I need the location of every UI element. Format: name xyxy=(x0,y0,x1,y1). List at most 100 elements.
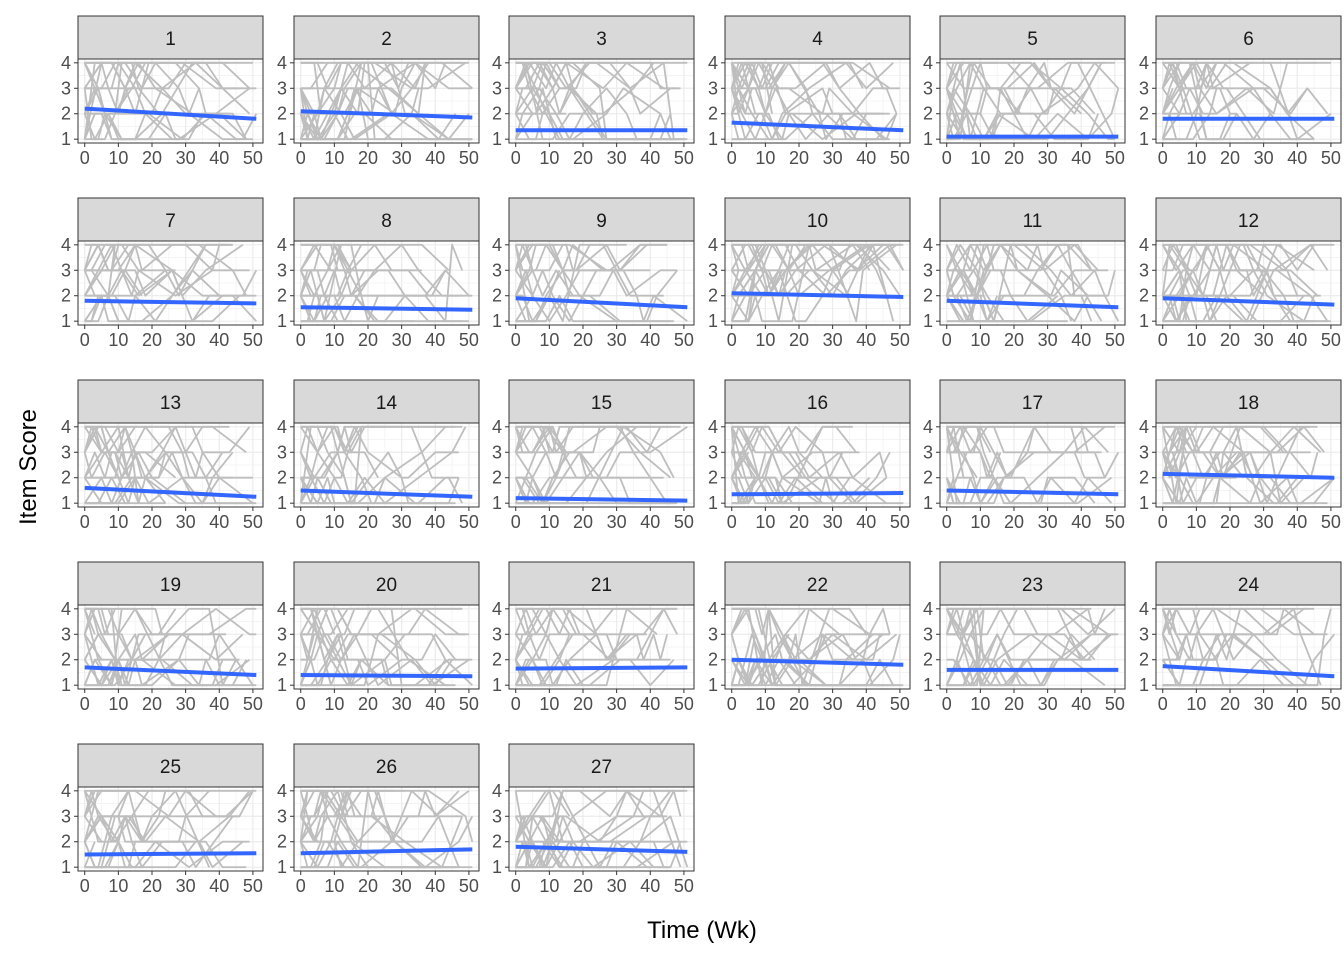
x-tick-label: 50 xyxy=(1321,512,1341,532)
panel-border xyxy=(293,58,480,144)
y-tick-label: 1 xyxy=(492,857,502,877)
individual-line xyxy=(945,244,975,297)
y-tick-label: 2 xyxy=(277,104,287,124)
individual-line xyxy=(945,61,1096,115)
individual-lines xyxy=(83,607,257,687)
x-tick-label: 30 xyxy=(176,330,196,350)
x-tick-label: 10 xyxy=(324,876,344,896)
y-tick-label: 3 xyxy=(277,442,287,462)
y-tick-label: 2 xyxy=(1139,286,1149,306)
trend-line xyxy=(300,673,473,679)
individual-line xyxy=(84,269,258,323)
individual-line xyxy=(300,789,474,843)
y-tick-label: 3 xyxy=(61,806,71,826)
x-tick-label: 10 xyxy=(755,512,775,532)
facet-label: 26 xyxy=(376,757,397,778)
x-tick-label: 10 xyxy=(539,512,559,532)
y-tick-label: 1 xyxy=(492,311,502,331)
x-tick-label: 40 xyxy=(209,148,229,168)
y-tick-label: 4 xyxy=(708,599,718,619)
individual-line xyxy=(515,789,571,817)
individual-line xyxy=(515,607,675,687)
individual-line xyxy=(515,451,671,505)
panel-border xyxy=(724,240,911,326)
x-tick-label: 0 xyxy=(1158,694,1168,714)
x-tick-label: 20 xyxy=(142,330,162,350)
trend-line xyxy=(731,291,904,299)
x-tick-label: 50 xyxy=(1321,694,1341,714)
y-tick-label: 1 xyxy=(923,129,933,149)
individual-line xyxy=(1161,243,1298,323)
x-tick-label: 40 xyxy=(856,694,876,714)
x-tick-label: 10 xyxy=(1186,148,1206,168)
individual-line xyxy=(83,633,103,661)
x-tick-label: 30 xyxy=(823,694,843,714)
facet-label: 10 xyxy=(807,211,828,232)
facet-label: 18 xyxy=(1238,393,1259,414)
x-tick-label: 40 xyxy=(640,330,660,350)
individual-line xyxy=(299,425,355,505)
individual-lines xyxy=(299,425,467,505)
individual-line xyxy=(730,659,750,686)
x-tick-label: 10 xyxy=(108,330,128,350)
x-tick-label: 50 xyxy=(243,876,263,896)
panel-border xyxy=(724,604,911,690)
individual-lines xyxy=(83,61,258,141)
x-tick-label: 20 xyxy=(1004,330,1024,350)
y-tick-label: 2 xyxy=(277,286,287,306)
x-tick-label: 0 xyxy=(942,694,952,714)
individual-line xyxy=(300,607,453,687)
x-tick-label: 0 xyxy=(296,330,306,350)
individual-line xyxy=(299,790,409,869)
y-tick-label: 4 xyxy=(61,235,71,255)
x-tick-label: 0 xyxy=(80,148,90,168)
individual-line xyxy=(945,61,1105,141)
y-tick-label: 1 xyxy=(1139,675,1149,695)
individual-line xyxy=(84,425,140,504)
individual-line xyxy=(299,815,460,869)
individual-line xyxy=(514,243,627,272)
facet-label: 3 xyxy=(596,29,607,50)
x-tick-label: 30 xyxy=(1254,148,1274,168)
x-tick-label: 20 xyxy=(1004,694,1024,714)
y-tick-label: 2 xyxy=(492,650,502,670)
x-tick-label: 30 xyxy=(392,330,412,350)
individual-line xyxy=(1162,243,1329,323)
individual-line xyxy=(83,294,257,323)
x-tick-label: 30 xyxy=(392,694,412,714)
y-tick-label: 4 xyxy=(277,235,287,255)
trend-line xyxy=(731,120,904,133)
y-tick-label: 4 xyxy=(61,417,71,437)
x-tick-label: 10 xyxy=(539,876,559,896)
individual-lines xyxy=(730,61,900,141)
y-tick-label: 2 xyxy=(923,650,933,670)
x-tick-label: 40 xyxy=(209,330,229,350)
facet-label: 6 xyxy=(1243,29,1254,50)
individual-line xyxy=(83,451,120,479)
y-tick-label: 2 xyxy=(492,286,502,306)
facet-label: 19 xyxy=(160,575,181,596)
y-tick-label: 4 xyxy=(492,781,502,801)
individual-line xyxy=(300,789,353,818)
individual-line xyxy=(1161,243,1315,323)
individual-lines xyxy=(1161,243,1335,323)
individual-line xyxy=(83,243,226,297)
panel-border xyxy=(293,604,480,690)
y-tick-label: 1 xyxy=(277,311,287,331)
individual-line xyxy=(514,633,647,661)
y-tick-label: 4 xyxy=(923,417,933,437)
x-tick-label: 50 xyxy=(1105,330,1125,350)
y-tick-label: 2 xyxy=(492,468,502,488)
individual-line xyxy=(945,243,1089,323)
facet-strip xyxy=(724,15,911,60)
x-tick-label: 40 xyxy=(1071,694,1091,714)
individual-lines xyxy=(730,425,904,505)
trend-line xyxy=(300,305,473,312)
y-tick-label: 3 xyxy=(1139,78,1149,98)
individual-line xyxy=(299,243,473,323)
